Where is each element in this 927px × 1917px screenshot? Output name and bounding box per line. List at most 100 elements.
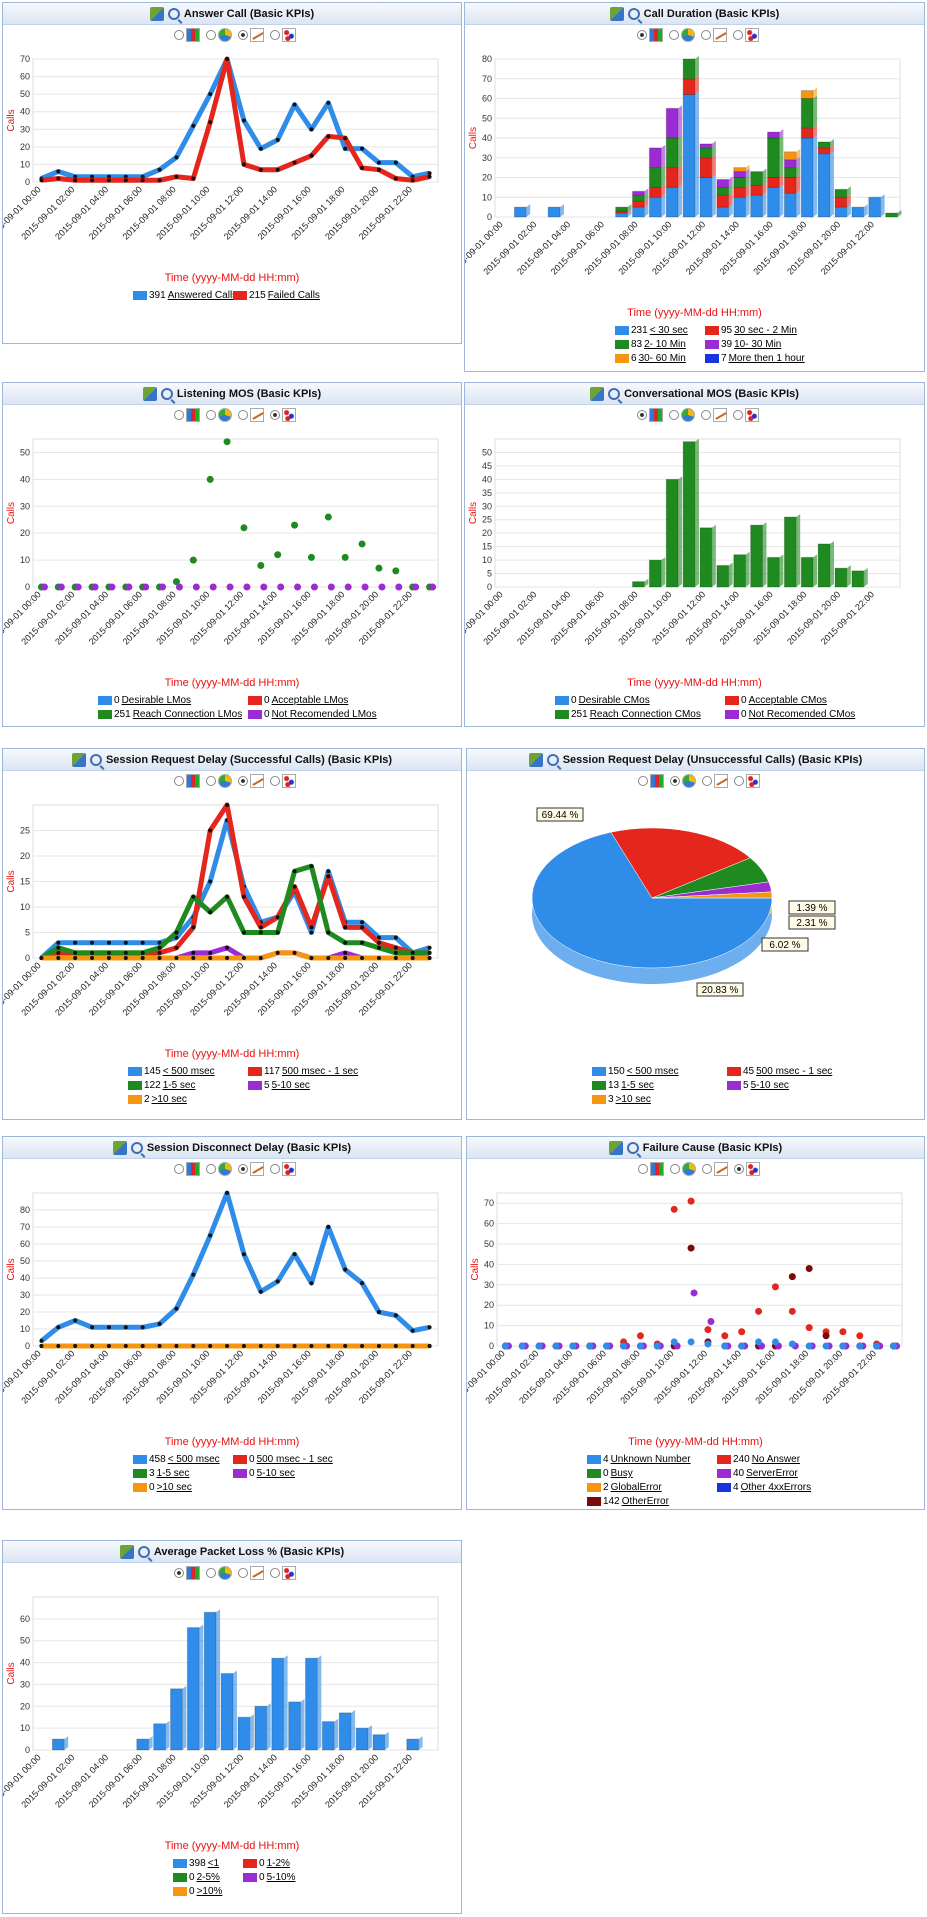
scatter-point[interactable]	[501, 1342, 509, 1350]
data-point[interactable]	[56, 940, 61, 945]
line-chart-icon[interactable]	[250, 774, 264, 789]
data-point[interactable]	[393, 160, 398, 165]
legend-item[interactable]: 39 10- 30 Min	[705, 339, 781, 350]
data-point[interactable]	[275, 915, 280, 920]
data-point[interactable]	[225, 803, 230, 807]
data-point[interactable]	[225, 57, 230, 61]
scatter-chart-icon[interactable]	[744, 408, 759, 423]
data-point[interactable]	[106, 950, 111, 955]
scatter-point[interactable]	[738, 1328, 746, 1336]
legend-item[interactable]: 13 1-5 sec	[592, 1080, 654, 1091]
scatter-point[interactable]	[687, 1197, 695, 1205]
scatter-point[interactable]	[260, 583, 268, 591]
legend-link[interactable]: Not Recomended LMos	[271, 709, 377, 720]
bookmark-icon[interactable]	[609, 7, 624, 22]
pie-chart-icon[interactable]	[681, 774, 696, 789]
chart-type-radio[interactable]	[174, 1568, 184, 1579]
data-point[interactable]	[360, 925, 365, 930]
scatter-point[interactable]	[535, 1342, 543, 1350]
chart-type-radio[interactable]	[206, 776, 216, 787]
bar[interactable]	[406, 1738, 420, 1751]
legend-item[interactable]: 0 >10 sec	[133, 1482, 192, 1493]
bar[interactable]	[750, 524, 763, 588]
bar[interactable]	[699, 143, 713, 149]
chart-type-radio[interactable]	[669, 1164, 680, 1175]
scatter-point[interactable]	[771, 1338, 779, 1346]
zoom-icon[interactable]	[627, 8, 640, 21]
scatter-point[interactable]	[805, 1324, 813, 1332]
series-line[interactable]	[39, 1190, 431, 1343]
data-point[interactable]	[90, 1344, 95, 1348]
bookmark-icon[interactable]	[149, 7, 164, 22]
scatter-point[interactable]	[856, 1332, 864, 1340]
data-point[interactable]	[39, 1344, 44, 1348]
data-point[interactable]	[208, 910, 213, 915]
legend-link[interactable]: Acceptable CMos	[748, 695, 827, 706]
legend-link[interactable]: 500 msec - 1 sec	[756, 1066, 833, 1077]
data-point[interactable]	[174, 930, 179, 935]
bar[interactable]	[885, 212, 898, 218]
scatter-chart-icon[interactable]	[282, 408, 296, 423]
data-point[interactable]	[191, 956, 196, 960]
data-point[interactable]	[275, 1344, 280, 1348]
data-point[interactable]	[56, 945, 61, 950]
data-point[interactable]	[157, 950, 162, 955]
data-point[interactable]	[360, 1281, 365, 1286]
data-point[interactable]	[427, 171, 432, 176]
scatter-point[interactable]	[670, 1338, 678, 1346]
bar[interactable]	[783, 167, 797, 178]
chart-type-radio[interactable]	[238, 1164, 248, 1175]
scatter-point[interactable]	[839, 1328, 847, 1336]
line-chart-icon[interactable]	[713, 774, 728, 789]
pie-chart-icon[interactable]	[218, 1162, 232, 1177]
legend-item[interactable]: 0 Acceptable CMos	[725, 695, 827, 706]
bar[interactable]	[767, 137, 780, 178]
data-point[interactable]	[241, 956, 246, 960]
data-point[interactable]	[360, 920, 365, 925]
chart-type-radio[interactable]	[733, 1164, 744, 1175]
scatter-point[interactable]	[873, 1342, 881, 1350]
bar[interactable]	[851, 570, 865, 588]
scatter-point[interactable]	[412, 583, 420, 591]
bar[interactable]	[51, 1738, 65, 1751]
legend-item[interactable]: 0 1-2%	[243, 1858, 290, 1869]
data-point[interactable]	[106, 1325, 111, 1330]
scatter-point[interactable]	[192, 583, 200, 591]
data-point[interactable]	[309, 930, 314, 935]
bar[interactable]	[733, 167, 747, 173]
legend-item[interactable]: 117 500 msec - 1 sec	[248, 1066, 358, 1077]
legend-link[interactable]: 30- 60 Min	[638, 353, 686, 364]
chart-type-radio[interactable]	[700, 410, 711, 421]
chart-type-radio[interactable]	[637, 1164, 648, 1175]
scatter-point[interactable]	[40, 583, 48, 591]
scatter-point[interactable]	[175, 583, 183, 591]
scatter-point[interactable]	[74, 583, 82, 591]
series-line[interactable]	[41, 56, 431, 183]
data-point[interactable]	[56, 1325, 61, 1330]
scatter-point[interactable]	[771, 1283, 779, 1291]
legend-item[interactable]: 215 Failed Calls	[233, 290, 320, 301]
line-chart-icon[interactable]	[250, 1566, 264, 1581]
bar[interactable]	[513, 206, 527, 218]
bar[interactable]	[800, 556, 814, 588]
chart-type-radio[interactable]	[206, 1164, 216, 1175]
bar[interactable]	[783, 192, 797, 218]
data-point[interactable]	[241, 1252, 246, 1257]
data-point[interactable]	[258, 956, 263, 960]
chart-type-radio[interactable]	[270, 410, 280, 421]
data-point[interactable]	[360, 1344, 365, 1348]
chart-type-radio[interactable]	[270, 776, 280, 787]
chart-type-radio[interactable]	[238, 776, 248, 787]
bar[interactable]	[203, 1611, 217, 1751]
scatter-point[interactable]	[569, 1342, 577, 1350]
bar[interactable]	[817, 543, 831, 588]
legend-link[interactable]: 2-5%	[196, 1872, 220, 1883]
data-point[interactable]	[393, 1313, 398, 1318]
scatter-point[interactable]	[704, 1326, 712, 1334]
legend-item[interactable]: 0 2-5%	[173, 1872, 220, 1883]
legend-item[interactable]: 0 Desirable LMos	[98, 695, 191, 706]
scatter-point[interactable]	[822, 1332, 830, 1340]
bar[interactable]	[783, 151, 797, 161]
legend-item[interactable]: 142 OtherError	[587, 1496, 669, 1507]
data-point[interactable]	[292, 950, 297, 955]
